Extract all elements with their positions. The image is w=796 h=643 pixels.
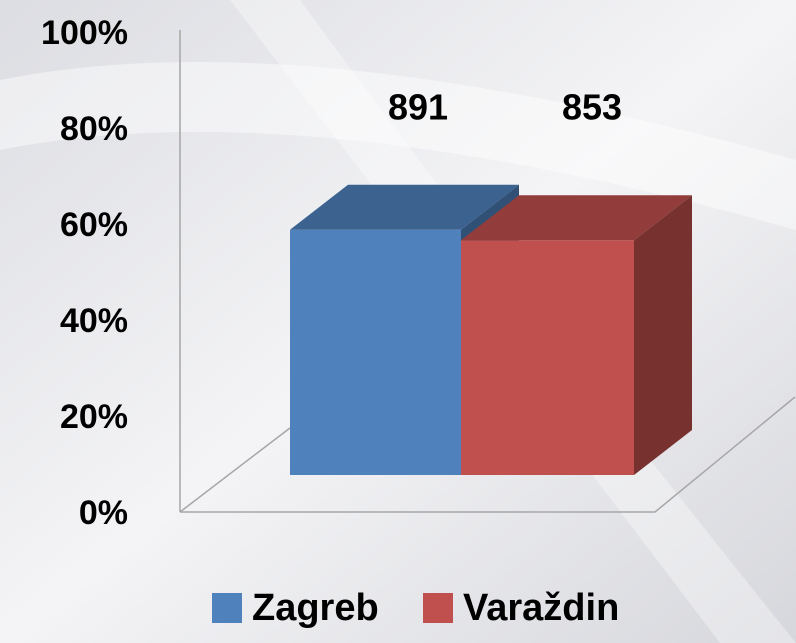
floor — [179, 30, 796, 513]
data-label: 853 — [562, 87, 622, 128]
data-label: 891 — [388, 87, 448, 128]
y-tick-label: 80% — [60, 110, 128, 148]
y-tick-label: 40% — [60, 302, 128, 340]
floor-edge — [180, 396, 796, 513]
y-tick-label: 20% — [60, 398, 128, 436]
bar-front — [290, 229, 461, 475]
bar-top — [461, 195, 692, 241]
legend-swatch — [212, 593, 242, 623]
legend-label: Varaždin — [463, 587, 619, 629]
y-tick-label: 60% — [60, 206, 128, 244]
bar-top — [290, 184, 519, 230]
legend-label: Zagreb — [252, 587, 379, 629]
y-tick-label: 0% — [79, 494, 128, 532]
swoosh — [0, 62, 796, 230]
bar-front — [461, 240, 634, 475]
plot: 0% 20% 40% 60% 80% 100% 891 853 Zagreb Varaždin — [41, 14, 692, 629]
legend-swatch — [423, 593, 453, 623]
floor-edge — [179, 427, 291, 513]
y-tick-label: 100% — [41, 14, 128, 52]
bar-side — [634, 195, 692, 475]
